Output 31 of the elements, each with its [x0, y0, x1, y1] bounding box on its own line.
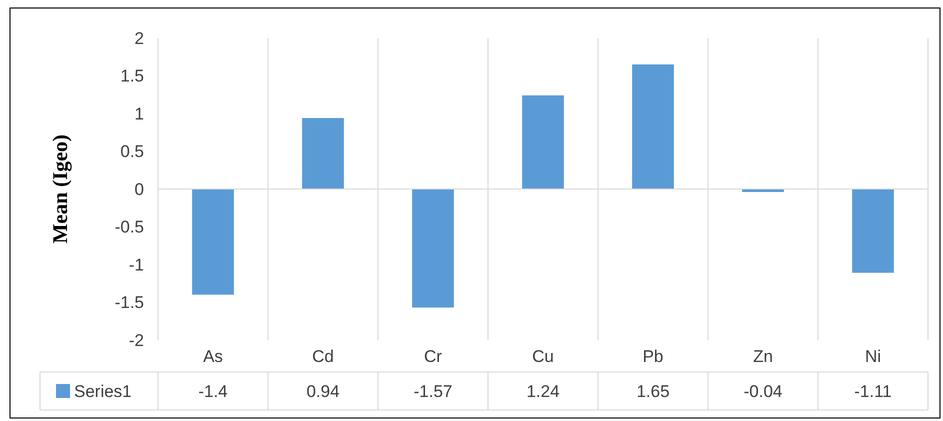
data-label: 1.65	[636, 382, 670, 401]
x-tick-label: Ni	[864, 346, 882, 366]
y-tick-label: 1	[134, 104, 144, 124]
y-tick-label: 1.5	[120, 66, 144, 86]
y-tick-label: -1	[128, 255, 144, 274]
y-tick-label: 0.5	[120, 142, 144, 162]
x-tick-label: Cr	[424, 346, 442, 366]
x-tick-label: Zn	[753, 346, 773, 366]
y-tick-label: -1.5	[114, 293, 144, 312]
y-tick-label: -2	[128, 330, 144, 350]
x-tick-label: Cu	[532, 346, 554, 366]
y-axis-title: Mean (Igeo)	[48, 134, 72, 244]
data-label: -1.11	[854, 382, 892, 401]
x-tick-label: Cd	[312, 346, 334, 366]
bar	[302, 118, 344, 189]
bar	[522, 95, 564, 189]
bar	[632, 64, 674, 189]
bar	[192, 189, 234, 295]
bar	[412, 189, 454, 308]
x-tick-label: Pb	[642, 346, 664, 366]
data-label: 1.24	[526, 382, 560, 401]
y-tick-label: -0.5	[114, 218, 144, 237]
x-tick-label: As	[203, 346, 223, 366]
data-label: -1.4	[198, 382, 228, 401]
data-label: -0.04	[744, 382, 782, 401]
data-label: -1.57	[414, 382, 452, 401]
data-label: 0.94	[306, 382, 340, 401]
y-tick-label: 0	[134, 180, 144, 199]
legend-label: Series1	[74, 382, 132, 401]
bar	[852, 189, 894, 273]
y-tick-label: 2	[134, 28, 144, 48]
